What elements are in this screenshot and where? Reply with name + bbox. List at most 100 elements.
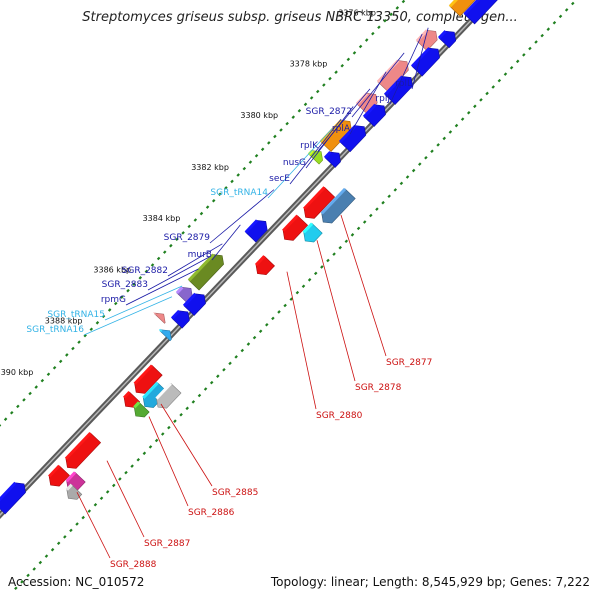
- inner-tick: [295, 290, 300, 295]
- gene-label[interactable]: SGR_2880: [316, 411, 363, 421]
- inner-tick: [528, 46, 532, 51]
- gene-arrow[interactable]: [171, 310, 190, 329]
- outer-tick: [377, 25, 381, 29]
- gene-label[interactable]: SGR_tRNA15: [47, 310, 105, 320]
- gene-label[interactable]: SGR_2883: [102, 280, 148, 290]
- backbone-line: [0, 0, 495, 519]
- gene-label[interactable]: SGR_2888: [110, 560, 157, 570]
- label-leader-line: [106, 460, 145, 538]
- gene-label[interactable]: SGR_2882: [122, 266, 168, 276]
- label-leader-line: [167, 243, 223, 277]
- outer-tick: [328, 76, 332, 81]
- inner-tick: [136, 457, 141, 462]
- label-leader-line: [286, 271, 317, 410]
- outer-tick: [297, 108, 302, 113]
- gene-label[interactable]: SGR_2872: [306, 107, 352, 117]
- inner-tick: [454, 123, 459, 128]
- outer-tick: [340, 63, 344, 68]
- label-leader-line: [389, 33, 423, 105]
- inner-tick: [203, 387, 208, 391]
- inner-tick: [436, 143, 440, 147]
- outer-tick: [126, 288, 130, 293]
- inner-tick: [362, 220, 367, 224]
- gene-label[interactable]: SGR_2887: [144, 539, 190, 549]
- gene-arrow-highlight: [182, 292, 197, 307]
- inner-tick: [399, 181, 404, 186]
- gene-label[interactable]: rplK: [300, 141, 319, 151]
- inner-tick: [289, 297, 294, 301]
- kbp-tick-label: 3384 kbp: [143, 214, 181, 223]
- inner-tick: [265, 323, 269, 327]
- label-leader-line: [267, 128, 333, 199]
- inner-tick: [240, 348, 245, 353]
- inner-tick: [142, 451, 147, 456]
- inner-tick: [326, 258, 330, 263]
- topology-text: Topology: linear; Length: 8,545,929 bp; …: [270, 575, 590, 589]
- gene-label[interactable]: rplA: [332, 124, 351, 134]
- inner-tick: [424, 155, 428, 160]
- outer-tick: [52, 366, 57, 370]
- gene-arrow-highlight: [155, 382, 172, 400]
- gene-arrow[interactable]: [48, 465, 70, 487]
- inner-tick: [75, 522, 79, 526]
- outer-tick: [267, 141, 271, 145]
- outer-tick: [34, 385, 38, 389]
- inner-tick: [271, 316, 275, 321]
- kbp-tick-label: 3382 kbp: [191, 163, 229, 172]
- gene-arrow[interactable]: [255, 255, 275, 276]
- gene-arrow-highlight: [123, 391, 131, 399]
- label-leader-line: [83, 296, 173, 336]
- gene-label[interactable]: SGR_2879: [164, 233, 211, 243]
- gene-label[interactable]: SGR_2877: [386, 358, 432, 368]
- inner-tick: [515, 59, 520, 64]
- inner-tick: [112, 483, 116, 488]
- inner-tick: [320, 265, 324, 269]
- inner-tick: [460, 117, 465, 121]
- inner-tick: [430, 149, 434, 154]
- label-lines: [76, 27, 429, 559]
- gene-label[interactable]: rpmG: [101, 295, 126, 305]
- gene-label[interactable]: SGR_2886: [188, 508, 235, 518]
- inner-tick: [411, 168, 416, 173]
- gene-arrow[interactable]: [464, 0, 600, 25]
- outer-tick: [334, 70, 338, 74]
- inner-tick: [63, 535, 67, 539]
- gene-label[interactable]: SGR_tRNA16: [26, 325, 84, 335]
- label-leader-line: [160, 403, 213, 487]
- gene-arrow-highlight: [187, 253, 215, 282]
- trna-arrow-highlight: [158, 328, 163, 333]
- outer-tick: [28, 391, 32, 396]
- gene-label[interactable]: secE: [269, 174, 290, 184]
- outer-tick: [46, 372, 51, 376]
- gene-label[interactable]: rplJ: [375, 94, 390, 104]
- gene-arrow[interactable]: [449, 0, 600, 17]
- inner-tick: [491, 85, 495, 89]
- kbp-tick-label: 3388 kbp: [45, 317, 83, 326]
- inner-tick-ring: [14, 1, 575, 591]
- inner-tick: [44, 554, 49, 558]
- inner-tick: [14, 586, 18, 591]
- outer-tick: [248, 160, 253, 164]
- label-leader-line: [148, 416, 189, 507]
- outer-tick: [150, 263, 155, 267]
- gene-label[interactable]: nusG: [283, 158, 306, 168]
- inner-tick: [497, 78, 502, 83]
- outer-tick: [156, 256, 161, 261]
- outer-tick: [389, 12, 393, 17]
- outer-tick: [181, 231, 185, 235]
- gene-label[interactable]: SGR_2885: [212, 488, 258, 498]
- gene-label[interactable]: murB: [188, 250, 212, 260]
- outer-tick: [358, 44, 363, 49]
- outer-tick: [193, 218, 198, 222]
- outer-tick: [58, 359, 63, 364]
- trna-arrow[interactable]: [154, 312, 166, 324]
- gene-label[interactable]: SGR_tRNA14: [210, 188, 268, 198]
- gene-label[interactable]: rplL: [395, 79, 412, 89]
- outer-tick: [175, 237, 179, 242]
- inner-tick: [387, 194, 391, 199]
- gene-arrow-highlight: [302, 222, 314, 234]
- outer-tick: [120, 295, 124, 299]
- gene-label[interactable]: SGR_2878: [355, 383, 402, 393]
- inner-tick: [442, 136, 447, 141]
